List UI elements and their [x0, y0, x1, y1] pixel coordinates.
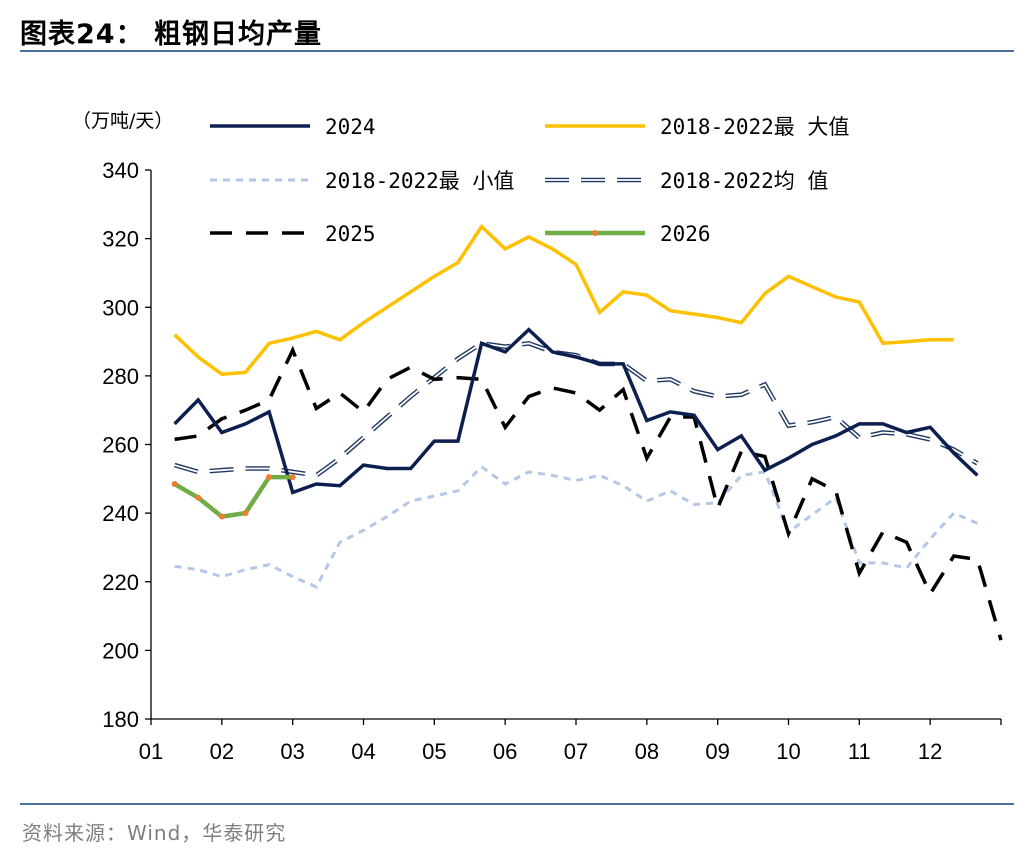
- y-tick-label: 240: [102, 501, 139, 526]
- legend-entry: 2024: [210, 115, 376, 139]
- y-axis-unit-label: （万吨/天）: [72, 110, 173, 132]
- x-tick-label: 08: [635, 739, 659, 764]
- y-tick-label: 320: [102, 227, 139, 252]
- x-tick-label: 12: [918, 739, 942, 764]
- series-line: [174, 342, 978, 477]
- series-line: [173, 340, 979, 478]
- figure-title: 图表24： 粗钢日均产量: [20, 19, 322, 50]
- chart-axes: 180 200 220 240 260 280 300 320 340 01 02 03 04 05 06 0…: [102, 158, 1002, 764]
- y-tick-label: 180: [102, 707, 139, 732]
- legend-entry: 2018-2022最 大值: [545, 115, 849, 139]
- data-point-marker: [171, 480, 178, 487]
- legend-label: 2024: [325, 115, 376, 139]
- series-line: [173, 223, 954, 376]
- bottom-rule: [20, 803, 1014, 805]
- legend-entry: 2018-2022最 小值: [210, 169, 514, 193]
- data-point-marker: [195, 494, 202, 501]
- x-tick-label: 04: [351, 739, 375, 764]
- legend-entry: 2026: [545, 222, 711, 246]
- legend-label: 2026: [660, 222, 711, 246]
- x-tick-label: 10: [776, 739, 800, 764]
- x-tick-label: 11: [848, 739, 871, 764]
- series-line: [174, 345, 1003, 641]
- legend-marker: [592, 230, 598, 236]
- y-tick-label: 300: [102, 295, 139, 320]
- legend-label: 2018-2022均 值: [660, 169, 828, 193]
- source-note: 资料来源：Wind，华泰研究: [22, 821, 287, 845]
- legend-entry: 2025: [210, 222, 376, 246]
- series-line: [173, 327, 979, 495]
- series-2026: [171, 474, 296, 520]
- series-2018-2022最大值: [173, 223, 954, 376]
- x-tick-label: 03: [280, 739, 304, 764]
- y-tick-label: 280: [102, 364, 139, 389]
- series-line: [173, 474, 293, 519]
- x-tick-label: 05: [422, 739, 446, 764]
- top-rule: [20, 50, 1014, 52]
- x-tick-label: 09: [705, 739, 729, 764]
- series-2025: [174, 345, 1003, 641]
- x-tick-label: 01: [139, 739, 163, 764]
- series-2024: [173, 327, 979, 495]
- y-tick-label: 220: [102, 570, 139, 595]
- y-tick-label: 260: [102, 433, 139, 458]
- data-point-marker: [242, 510, 249, 517]
- y-tick-label: 340: [102, 158, 139, 183]
- legend-entry: 2018-2022均 值: [545, 169, 828, 193]
- series-2018-2022均值: [173, 340, 979, 478]
- y-tick-label: 200: [102, 638, 139, 663]
- legend-label: 2025: [325, 222, 376, 246]
- chart-legend: 2024 2018-2022最 大值 2018-2022最 小值 2018-2022均…: [210, 115, 849, 246]
- legend-label: 2018-2022最 大值: [660, 115, 849, 139]
- legend-label: 2018-2022最 小值: [325, 169, 514, 193]
- chart-series: [171, 223, 1003, 641]
- x-tick-label: 06: [493, 739, 517, 764]
- data-point-marker: [289, 474, 296, 481]
- x-tick-label: 02: [210, 739, 234, 764]
- data-point-marker: [266, 474, 273, 481]
- x-tick-label: 07: [564, 739, 588, 764]
- data-point-marker: [218, 513, 225, 520]
